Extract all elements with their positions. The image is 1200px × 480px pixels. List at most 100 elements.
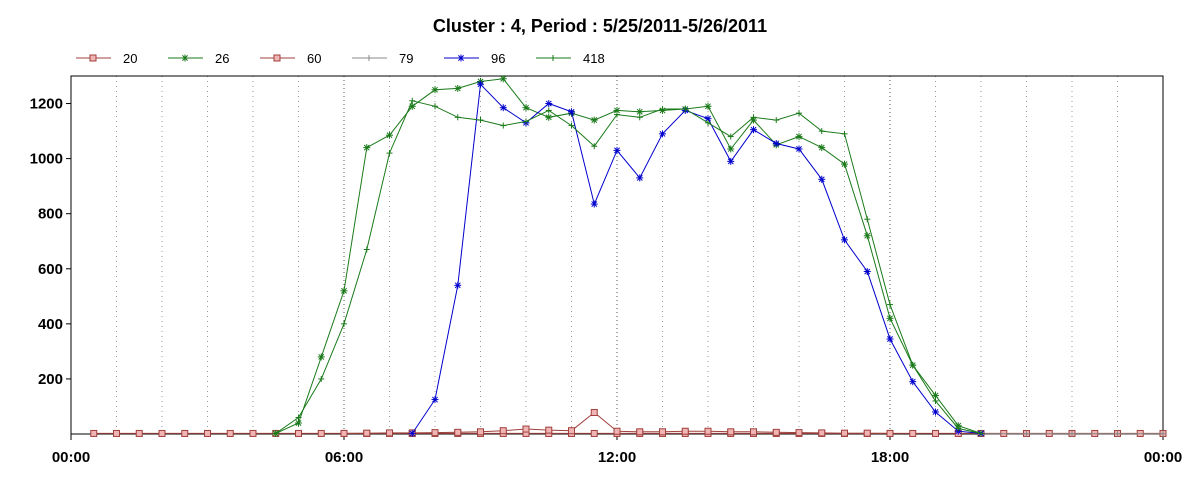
legend-label: 96 [491,51,505,66]
data-point [523,118,529,125]
data-point [773,117,780,124]
series-418 [272,97,984,437]
data-point [249,429,257,437]
data-point [932,408,939,416]
data-point [909,378,917,386]
data-point [363,429,371,437]
data-point [886,429,894,437]
y-tick-label: 1200 [30,96,63,113]
legend-item-96[interactable]: 96 [444,51,505,66]
legend-label: 20 [123,51,137,66]
data-point [841,429,848,437]
legend: 20 26 60 79 96 418 [76,51,605,66]
data-point [591,143,598,150]
data-point [705,119,711,126]
legend-label: 26 [215,51,229,66]
legend-label: 418 [583,51,605,66]
legend-item-26[interactable]: 26 [168,51,229,66]
legend-label: 79 [399,51,413,66]
data-point [818,128,825,135]
data-point [886,314,894,322]
data-point [795,133,803,141]
data-point [568,108,575,116]
data-point [431,396,439,404]
x-tick-label: 18:00 [871,449,909,466]
data-point [545,100,553,108]
grid [116,76,1118,434]
data-point [795,429,803,437]
data-point [431,86,439,94]
data-point [1160,430,1166,437]
data-point [932,391,939,399]
series-26 [272,75,985,437]
data-point [340,287,348,295]
data-point [727,428,735,436]
data-point [613,427,621,435]
data-point [181,54,189,62]
data-point [932,397,939,404]
x-tick-label: 12:00 [598,449,636,466]
data-point [295,414,302,421]
data-point [818,144,826,152]
data-point [89,54,97,62]
data-point [363,144,371,152]
data-point [1114,430,1121,437]
legend-item-418[interactable]: 418 [536,51,605,66]
data-point [727,145,735,153]
y-tick-label: 600 [38,261,63,278]
data-point [522,425,530,433]
series-line [275,78,982,434]
data-point [181,429,189,437]
data-point [90,429,98,437]
data-point [704,427,712,435]
data-point [272,430,279,437]
data-point [864,216,871,223]
data-point [1069,430,1075,437]
y-tick-label: 200 [38,371,63,388]
data-point [113,429,120,437]
data-point [545,107,552,114]
data-point [978,430,984,437]
data-point [386,131,393,139]
data-point [386,429,393,437]
data-point [545,426,553,434]
data-point [477,117,484,124]
data-point [366,55,372,61]
data-point [590,429,598,437]
series-60 [340,409,894,437]
data-point [457,54,465,62]
data-point [750,428,757,436]
series-line [411,83,982,434]
series-96 [408,80,985,437]
data-point [863,232,871,240]
data-point [341,320,347,327]
data-point [432,103,438,110]
legend-item-60[interactable]: 60 [260,51,321,66]
data-point [273,54,281,62]
data-point [454,281,462,289]
data-point [614,111,620,118]
data-point [409,97,416,104]
x-tick-label: 00:00 [1144,449,1182,466]
data-point [772,139,780,147]
data-point [636,174,644,182]
data-point [659,130,666,138]
data-point [590,116,598,124]
data-point [772,428,780,436]
data-point [818,429,826,437]
legend-label: 60 [307,51,321,66]
data-point [704,102,712,110]
legend-item-20[interactable]: 20 [76,51,137,66]
data-point [590,409,598,417]
data-point [568,427,575,435]
data-point [340,429,348,437]
data-point [863,268,871,276]
data-point [499,104,507,112]
data-point [317,353,325,361]
data-point [636,114,643,121]
x-tick-label: 06:00 [325,449,363,466]
legend-item-79[interactable]: 79 [352,51,413,66]
data-point [909,362,916,369]
data-point [568,122,575,129]
